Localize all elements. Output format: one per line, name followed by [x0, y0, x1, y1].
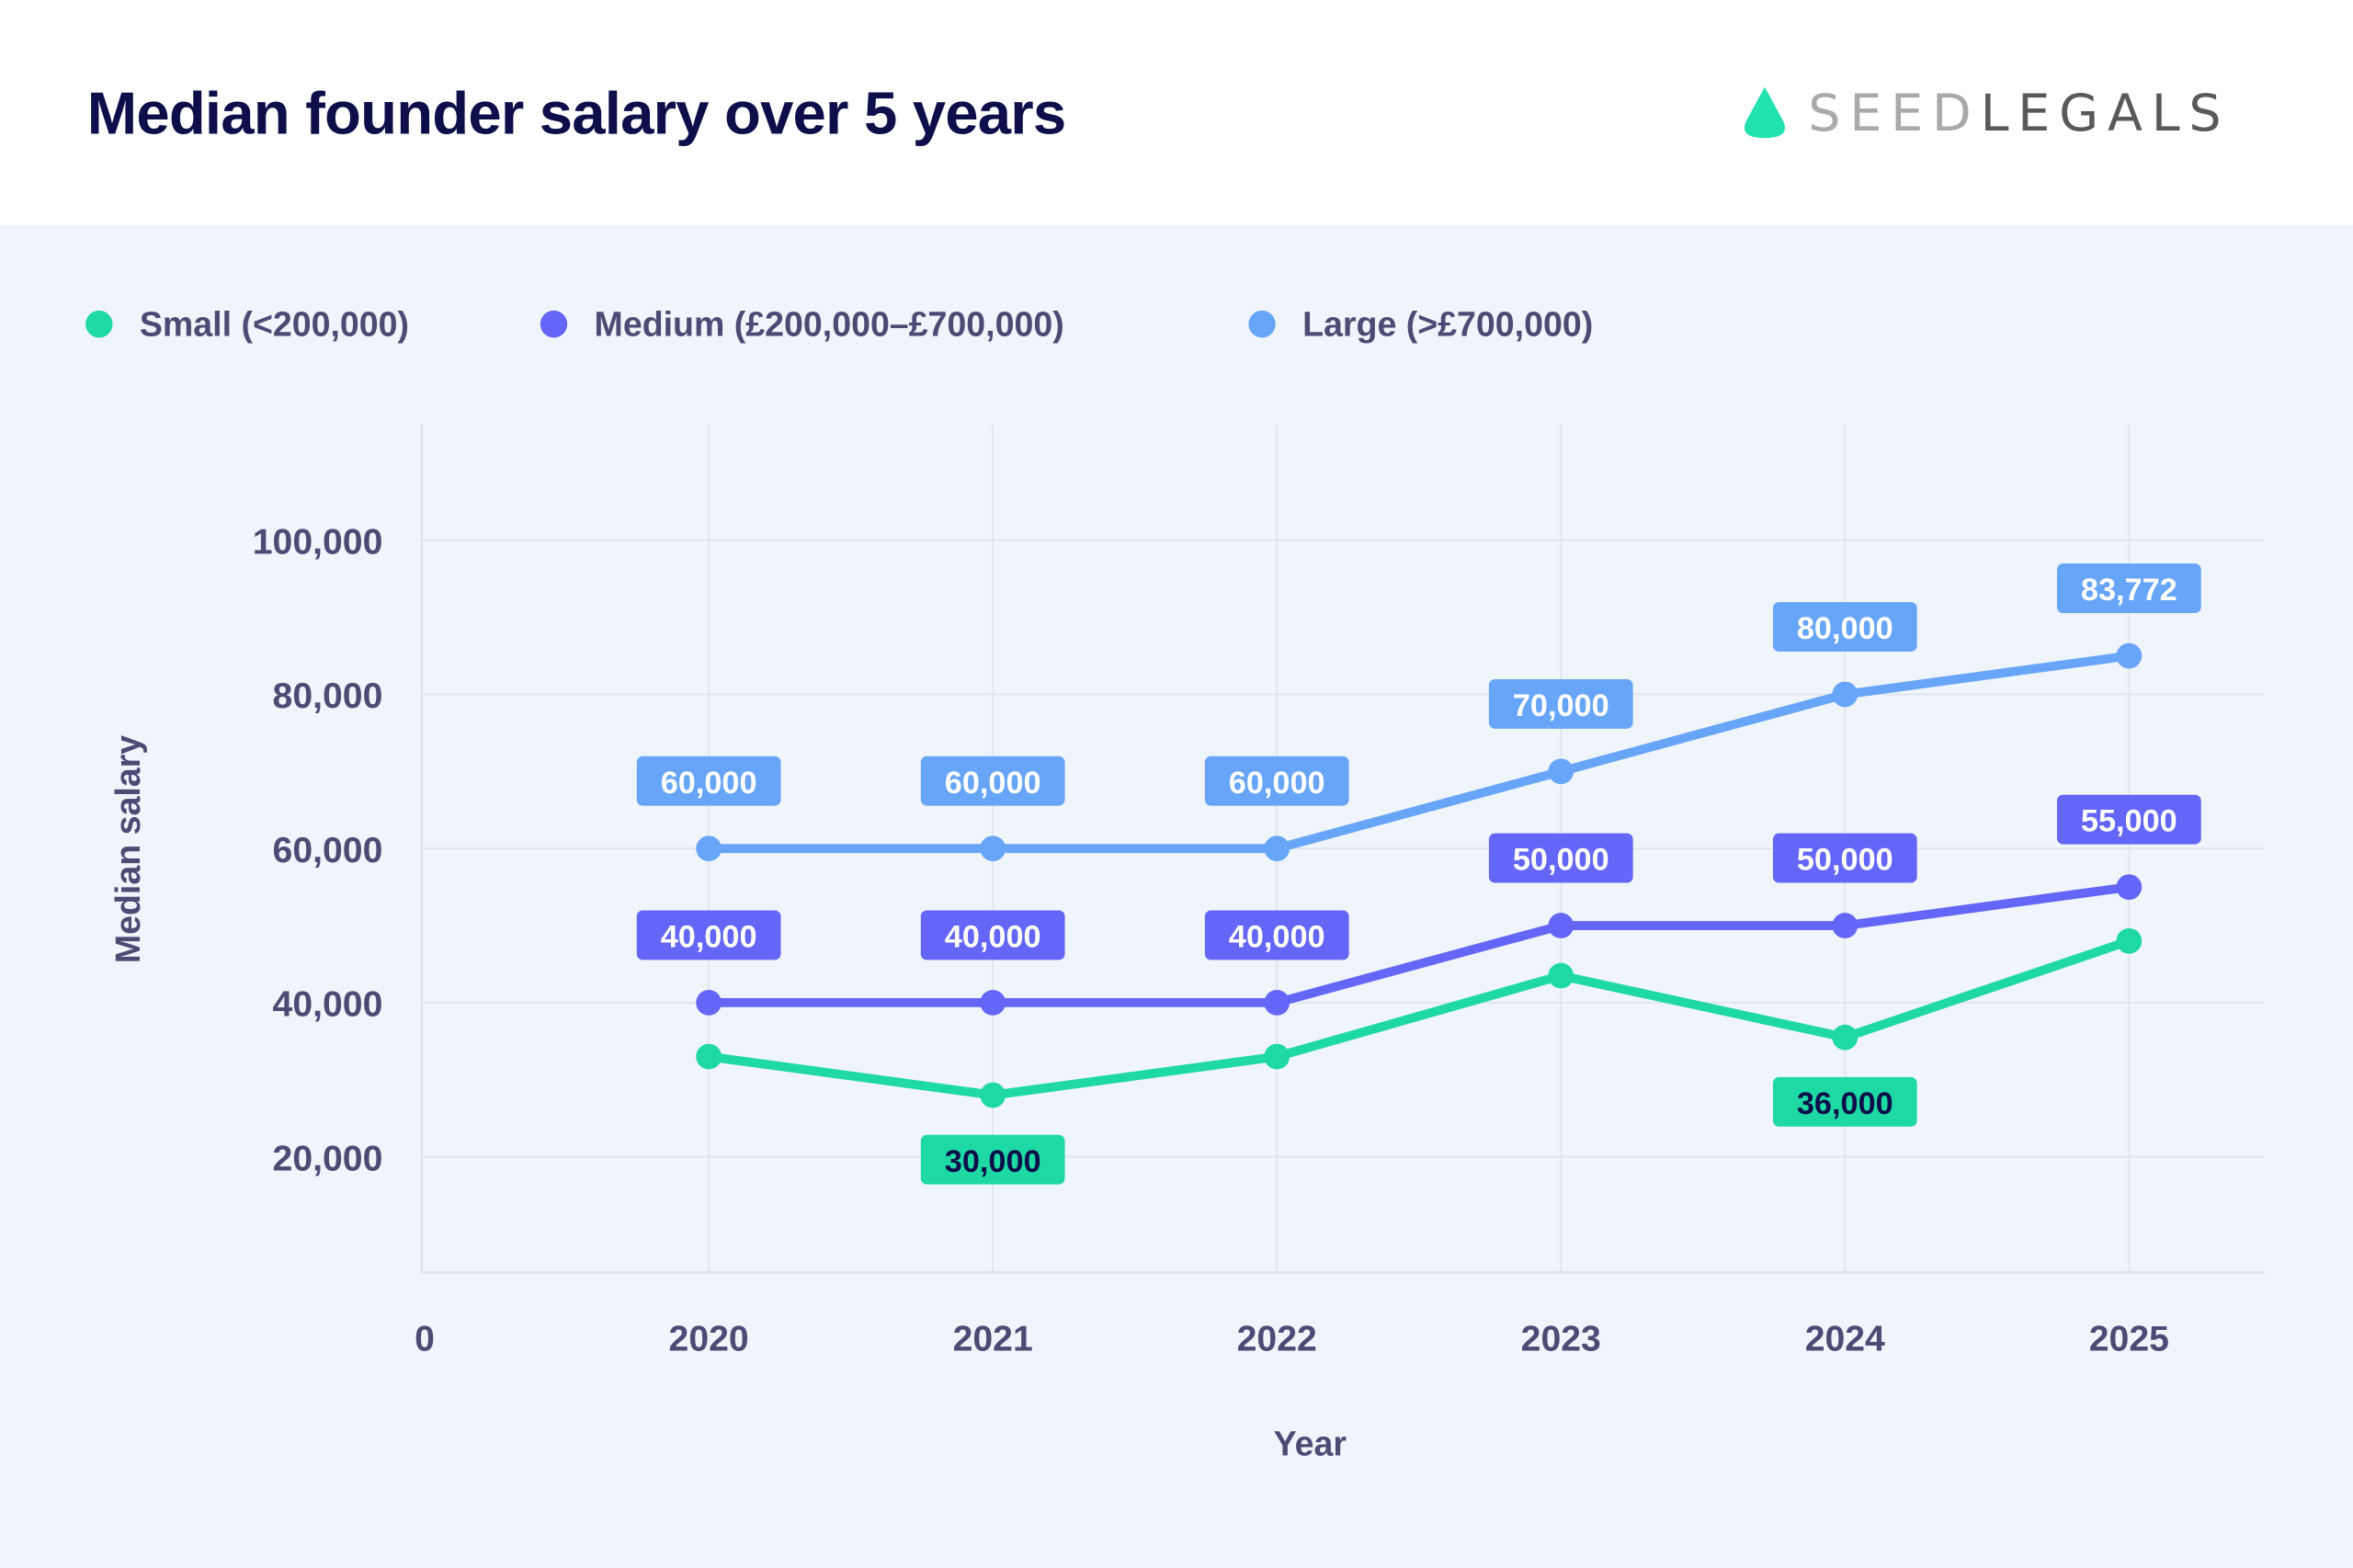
y-axis-label: Median salary [108, 735, 147, 963]
data-label-box [920, 910, 1065, 960]
seedlegals-logo: SEEDLEGALS [1744, 84, 2230, 143]
x-tick-label: 2022 [1237, 1319, 1317, 1358]
data-point [1548, 962, 1574, 989]
data-label-box [636, 756, 781, 806]
data-label-box [1488, 678, 1633, 729]
data-label: 36,000 [1797, 1086, 1893, 1121]
x-tick-label: 2020 [669, 1319, 749, 1358]
data-label: 60,000 [1229, 766, 1325, 801]
data-label: 55,000 [2081, 804, 2177, 839]
data-label: 40,000 [945, 920, 1041, 955]
data-point [980, 990, 1006, 1016]
data-label: 60,000 [945, 766, 1041, 801]
data-label-box [636, 910, 781, 960]
x-tick-label: 0 [415, 1319, 435, 1358]
logo-seed: SEED [1808, 84, 1980, 143]
data-label: 40,000 [661, 920, 757, 955]
data-label-box [920, 756, 1065, 806]
series-line [709, 882, 2130, 1007]
y-tick-label: 20,000 [273, 1139, 383, 1178]
chart-title: Median founder salary over 5 years [87, 79, 1066, 146]
x-tick-label: 2024 [1805, 1319, 1885, 1358]
data-label: 50,000 [1797, 843, 1893, 878]
data-label-box [2056, 794, 2201, 845]
data-label-box [1772, 1076, 1917, 1127]
data-point [696, 1043, 722, 1070]
data-label-box [1204, 910, 1349, 960]
series-group [696, 642, 2143, 1108]
data-label-box [1488, 833, 1633, 883]
series-line [708, 937, 2131, 1100]
logo-legals: LEGALS [1981, 84, 2231, 143]
data-label: 40,000 [1229, 920, 1325, 955]
data-label: 30,000 [945, 1144, 1041, 1179]
data-point [1264, 990, 1290, 1016]
legend-marker [1248, 310, 1276, 338]
drop-icon [1744, 86, 1785, 139]
data-label: 83,772 [2081, 573, 2177, 608]
data-label: 80,000 [1797, 611, 1893, 646]
data-label: 70,000 [1513, 688, 1609, 723]
data-point [1832, 913, 1859, 938]
data-point [696, 835, 722, 862]
data-point [1264, 1043, 1290, 1070]
y-tick-label: 40,000 [273, 985, 383, 1025]
header-background [0, 0, 2353, 225]
legend-marker [85, 310, 113, 338]
x-tick-label: 2021 [953, 1319, 1033, 1358]
data-point [980, 1082, 1006, 1108]
data-label-box [1772, 602, 1917, 652]
svg-text:SEEDLEGALS: SEEDLEGALS [1808, 84, 2230, 143]
data-point [696, 990, 722, 1016]
x-axis-label: Year [1274, 1425, 1347, 1463]
data-label: 50,000 [1513, 843, 1609, 878]
data-point [2116, 642, 2143, 669]
y-tick-label: 80,000 [273, 676, 383, 716]
x-axis-ticks: 0 2020 2021 2022 2023 2024 2025 [415, 1319, 2169, 1358]
data-label-box [1204, 756, 1349, 806]
data-point [1832, 1024, 1859, 1051]
legend: Small (<200,000) Medium (£200,000–£700,00… [85, 305, 1593, 344]
data-label-box [2056, 563, 2201, 614]
legend-marker [540, 310, 568, 338]
data-point [1548, 913, 1574, 938]
data-point [2116, 874, 2143, 901]
data-point [1264, 835, 1290, 862]
legend-label: Small (<200,000) [140, 305, 409, 344]
x-tick-label: 2023 [1521, 1319, 1601, 1358]
data-point [1548, 758, 1574, 785]
y-tick-label: 100,000 [253, 522, 383, 562]
legend-label: Large (>£700,000) [1302, 305, 1593, 344]
data-point [980, 835, 1006, 862]
data-labels: 30,000 36,000 40,000 40,000 40,000 50,000 50,0… [636, 563, 2201, 1185]
data-label-box [920, 1134, 1065, 1185]
data-point [1832, 681, 1859, 708]
y-axis-ticks: 20,000 40,000 60,000 80,000 100,000 [253, 522, 383, 1178]
data-point [2116, 927, 2143, 954]
x-tick-label: 2025 [2089, 1319, 2169, 1358]
y-tick-label: 60,000 [273, 831, 383, 870]
data-label-box [1772, 833, 1917, 883]
series-line [709, 651, 2130, 854]
legend-label: Medium (£200,000–£700,000) [595, 305, 1064, 344]
data-label: 60,000 [661, 766, 757, 801]
chart-background [0, 224, 2353, 1568]
